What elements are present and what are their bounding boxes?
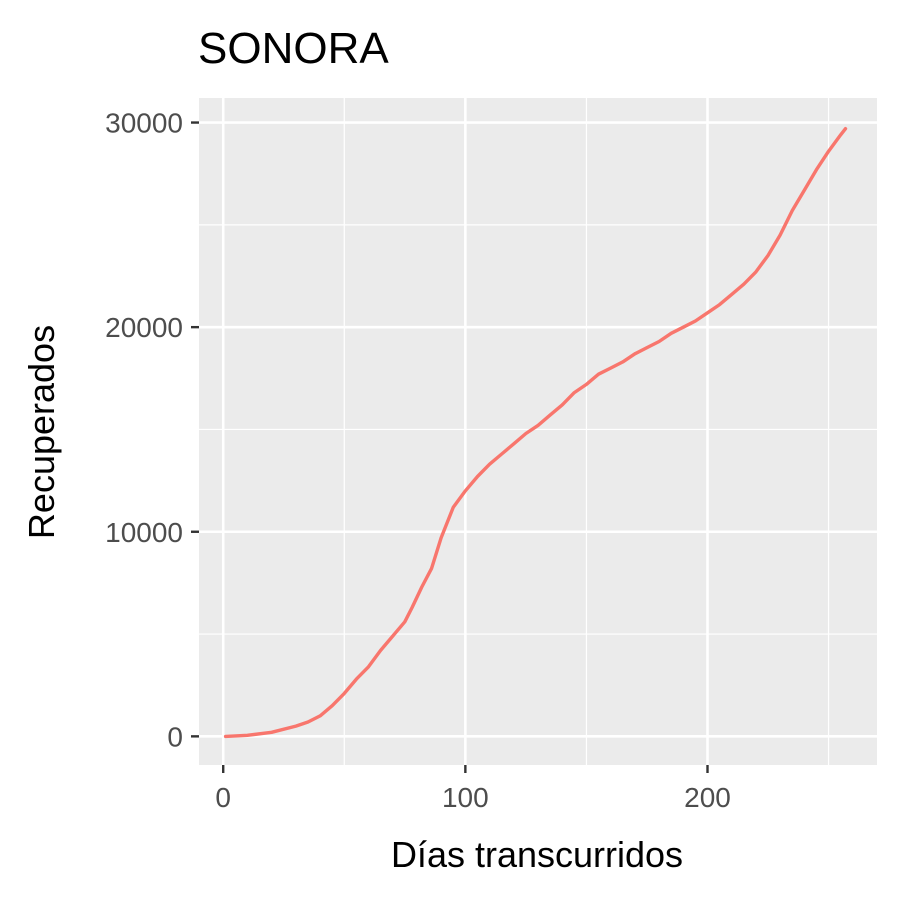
x-tick-label: 100 (442, 782, 489, 813)
minor-grid (199, 98, 877, 765)
x-axis-ticks: 0 100 200 (215, 765, 731, 813)
y-tick-label: 0 (167, 721, 183, 752)
y-tick-label: 20000 (105, 312, 183, 343)
y-tick-label: 30000 (105, 108, 183, 139)
chart-title: SONORA (198, 24, 389, 73)
x-tick-label: 0 (215, 782, 231, 813)
x-tick-label: 200 (684, 782, 731, 813)
y-axis-title: Recuperados (21, 325, 62, 539)
major-grid (199, 98, 877, 765)
x-axis-title: Días transcurridos (391, 834, 683, 875)
y-axis-ticks: 0 10000 20000 30000 (105, 108, 199, 752)
y-tick-label: 10000 (105, 517, 183, 548)
plot-panel (199, 98, 877, 765)
series-line-recuperados (223, 126, 848, 739)
series-layer (223, 126, 848, 739)
